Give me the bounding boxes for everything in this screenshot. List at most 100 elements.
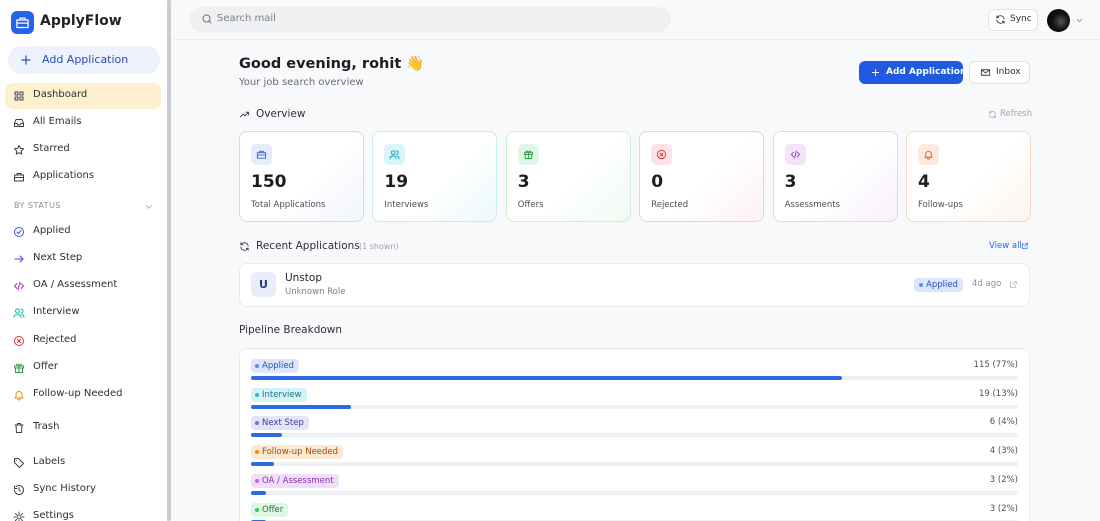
pipeline-value: 6 (4%): [989, 417, 1018, 428]
icon: [14, 391, 24, 401]
status-heading: BY STATUS: [14, 201, 61, 210]
nav-label: Applied: [33, 225, 71, 236]
status-dot: [919, 283, 923, 287]
nav-item[interactable]: [5, 300, 161, 326]
nav-label: OA / Assessment: [33, 279, 118, 290]
status-badge: Applied: [914, 278, 963, 292]
icon: [13, 511, 25, 521]
pipeline-bar: [251, 490, 267, 495]
badge-dot: [255, 392, 259, 397]
recent-count: (1 shown): [359, 242, 399, 251]
sync-label: Sync: [1010, 14, 1032, 24]
avatar[interactable]: [1047, 9, 1070, 32]
search-box[interactable]: [189, 7, 671, 32]
nav-label: Follow-up Needed: [33, 388, 123, 399]
sync-button[interactable]: [988, 9, 1038, 31]
add-application-button[interactable]: [8, 46, 160, 74]
icon: [14, 458, 24, 468]
scrollbar: [167, 0, 171, 521]
company-avatar: U: [251, 272, 276, 297]
icon: [523, 150, 533, 160]
refresh-label[interactable]: Refresh: [1000, 109, 1033, 119]
nav-label: Next Step: [33, 252, 83, 263]
nav-label: Dashboard: [33, 89, 88, 100]
badge-dot: [255, 364, 259, 368]
bar-track: [251, 462, 1018, 467]
pipeline-bar: [251, 433, 282, 438]
icon: [14, 485, 24, 495]
icon: [202, 14, 212, 24]
pipeline-bar: [251, 462, 274, 467]
nav-label: Labels: [33, 456, 66, 467]
topbar-divider: [172, 39, 1100, 40]
nav-item-active[interactable]: [5, 83, 161, 109]
nav-label: Rejected: [33, 334, 77, 345]
icon: [657, 149, 667, 160]
nav-item[interactable]: [5, 137, 161, 163]
pipeline-badge: Interview: [251, 387, 307, 402]
icon: [14, 227, 24, 237]
nav-item[interactable]: [5, 246, 161, 272]
pipeline-value: 19 (13%): [978, 388, 1018, 399]
nav-label: Starred: [33, 143, 70, 154]
nav-item[interactable]: [5, 219, 161, 245]
view-all[interactable]: View all: [989, 241, 1022, 251]
pipeline-bar: [251, 519, 267, 521]
stat-label: Offers: [517, 200, 544, 210]
header-add-label: Add Application: [886, 67, 967, 77]
icon: [14, 119, 24, 127]
nav-label: Settings: [33, 510, 75, 521]
icon: [924, 150, 933, 160]
pipeline-badge: Next Step: [251, 416, 309, 431]
header-add-button[interactable]: [859, 61, 963, 84]
bar-track: [251, 519, 1018, 521]
nav-item[interactable]: [5, 415, 161, 441]
icon: [996, 15, 1005, 24]
badge-dot: [255, 421, 259, 426]
inbox-button[interactable]: [969, 61, 1030, 84]
icon: [1022, 243, 1028, 249]
icon: [16, 17, 29, 29]
greeting: Good evening, rohit 👋: [239, 56, 425, 72]
stat-value: 4: [918, 172, 930, 192]
stat-label: Follow-ups: [918, 200, 963, 210]
pipeline-title: Pipeline Breakdown: [239, 324, 343, 336]
nav-label: Trash: [33, 421, 60, 432]
icon: [389, 150, 400, 160]
application-row[interactable]: [239, 263, 1030, 307]
nav-item[interactable]: [5, 504, 161, 521]
icon: [14, 145, 24, 155]
icon: [13, 308, 25, 318]
nav-item[interactable]: [5, 450, 161, 476]
icon: [980, 69, 991, 76]
brand-name: ApplyFlow: [40, 13, 122, 29]
bar-track: [251, 490, 1018, 495]
pipeline-bar: [251, 376, 842, 380]
nav-label: Interview: [33, 306, 80, 317]
icon: [240, 242, 249, 251]
stat-label: Assessments: [784, 200, 841, 210]
pipeline-value: 115 (77%): [973, 360, 1018, 370]
time-ago: 4d ago: [972, 279, 1002, 289]
icon: [14, 423, 24, 433]
stat-value: 3: [517, 172, 530, 192]
stat-value: 19: [384, 172, 409, 192]
nav-label: All Emails: [33, 116, 82, 127]
icon: [14, 336, 24, 346]
icon: [871, 68, 880, 77]
icon: [14, 363, 24, 373]
nav-item[interactable]: [5, 355, 161, 381]
search-placeholder: Search mail: [217, 13, 276, 24]
nav-item[interactable]: [5, 328, 161, 354]
nav-label: Sync History: [33, 483, 96, 494]
overview-title: Overview: [256, 108, 306, 120]
badge-dot: [255, 450, 259, 455]
stat-label: Interviews: [384, 200, 429, 210]
bar-track: [251, 433, 1018, 438]
pipeline-value: 3 (2%): [989, 503, 1018, 514]
icon: [146, 205, 152, 209]
nav-item[interactable]: [5, 110, 161, 136]
icon: [1010, 281, 1017, 288]
inbox-label: Inbox: [996, 67, 1021, 77]
